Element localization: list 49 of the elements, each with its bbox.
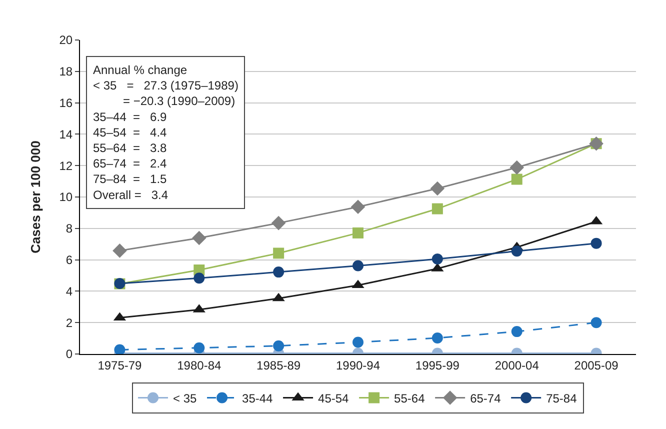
point <box>350 200 366 214</box>
legend-label: 45-54 <box>318 391 350 406</box>
point <box>352 227 364 238</box>
y-axis-title: Cases per 100 000 <box>28 140 44 254</box>
point <box>432 332 443 344</box>
y-tick-label: 18 <box>59 64 73 79</box>
point <box>114 344 126 354</box>
y-tick-label: 6 <box>66 253 73 267</box>
point <box>432 254 443 265</box>
point <box>352 336 364 348</box>
point <box>194 272 205 284</box>
point <box>192 230 206 246</box>
legend-label: 35-44 <box>242 391 274 406</box>
x-tick-label: 1980-84 <box>177 358 222 372</box>
point <box>273 248 284 259</box>
y-tick-label: 4 <box>66 284 73 298</box>
y-tick-label: 8 <box>66 222 73 236</box>
legend-label: 75-84 <box>546 391 578 406</box>
legend-label: 55-64 <box>394 391 426 406</box>
y-tick-label: 16 <box>59 96 73 110</box>
x-tick-label: 2005-09 <box>574 358 619 372</box>
point <box>273 340 284 352</box>
point <box>352 260 364 272</box>
x-tick-label: 2000-04 <box>494 358 540 372</box>
point <box>112 244 127 258</box>
legend-label: < 35 <box>173 391 198 406</box>
legend-label: 65-74 <box>470 391 502 406</box>
x-tick-label: 1990-94 <box>336 358 380 372</box>
y-tick-label: 0 <box>66 347 73 362</box>
point <box>590 317 602 328</box>
point <box>271 216 286 230</box>
point <box>511 246 522 257</box>
point <box>432 203 443 214</box>
point <box>194 342 205 354</box>
point <box>511 326 522 338</box>
point <box>510 160 524 175</box>
x-tick-label: 1985-89 <box>256 358 301 372</box>
point <box>430 181 445 196</box>
y-tick-label: 20 <box>59 33 73 48</box>
x-tick-label: 1995-99 <box>415 358 460 372</box>
text: Annual % change < 35 = 27.3 (1975–1989) = −20.3 (1990–2009) 35–44 = 6.9 45–54 = 4.4 55–64 = 3.8 65–74 = 2.4 75–84 = 1.5 Overall = 3.4 <box>93 63 238 202</box>
point <box>273 266 284 278</box>
point <box>511 174 522 185</box>
y-tick-label: 12 <box>59 158 73 173</box>
x-tick-label: 1975-79 <box>98 358 142 372</box>
y-tick-label: 10 <box>59 190 73 204</box>
point <box>590 238 602 249</box>
y-tick-label: 2 <box>66 316 73 330</box>
y-tick-label: 14 <box>59 127 73 142</box>
